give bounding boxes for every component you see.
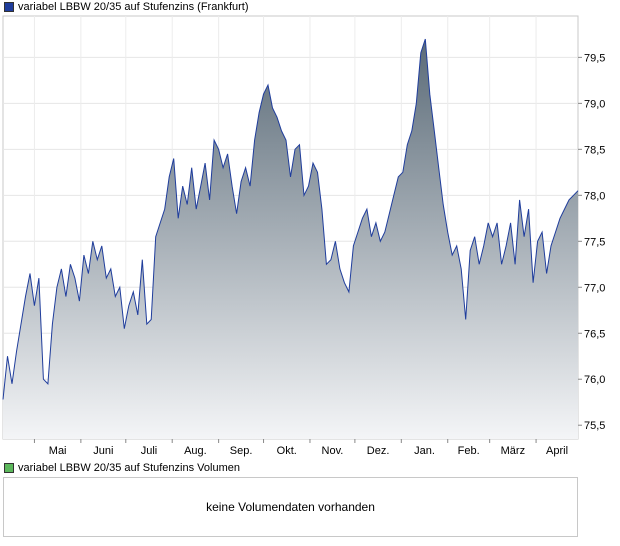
y-tick-label: 76,0 [584, 374, 605, 386]
x-tick-label: Mai [49, 445, 67, 457]
y-tick-label: 77,5 [584, 236, 605, 248]
price-area-fill [3, 39, 578, 439]
x-tick-label: Dez. [367, 445, 390, 457]
volume-chart-legend-label: variabel LBBW 20/35 auf Stufenzins Volum… [18, 462, 240, 474]
x-tick-label: Jan. [414, 445, 435, 457]
x-tick-label: April [546, 445, 568, 457]
y-tick-label: 79,5 [584, 52, 605, 64]
y-tick-label: 78,5 [584, 144, 605, 156]
x-tick-label: März [501, 445, 525, 457]
x-tick-label: Juni [93, 445, 113, 457]
volume-chart-legend: variabel LBBW 20/35 auf Stufenzins Volum… [4, 461, 240, 475]
x-tick-label: Sep. [230, 445, 253, 457]
x-tick-label: Nov. [322, 445, 344, 457]
x-tick-label: Okt. [277, 445, 297, 457]
y-tick-label: 77,0 [584, 282, 605, 294]
main-chart-legend: variabel LBBW 20/35 auf Stufenzins (Fran… [4, 0, 249, 14]
x-axis-ticks: Mai Juni Juli Aug. Sep. Okt. Nov. Dez. Jan. Feb. M… [33, 439, 568, 457]
y-tick-label: 78,0 [584, 190, 605, 202]
no-volume-message: keine Volumendaten vorhanden [206, 500, 375, 514]
price-series-line [2, 38, 579, 400]
y-tick-label: 76,5 [584, 328, 605, 340]
main-chart-legend-label: variabel LBBW 20/35 auf Stufenzins (Fran… [18, 1, 249, 13]
x-tick-label: Feb. [458, 445, 480, 457]
volume-panel: keine Volumendaten vorhanden [3, 477, 578, 537]
y-tick-label: 75,5 [584, 420, 605, 432]
price-series-swatch-icon [4, 2, 14, 12]
y-tick-label: 79,0 [584, 98, 605, 110]
x-tick-label: Juli [141, 445, 158, 457]
y-axis-ticks: 75,5 76,0 76,5 77,0 77,5 78,0 78,5 79,0 79,5 [578, 52, 605, 432]
x-tick-label: Aug. [184, 445, 207, 457]
volume-series-swatch-icon [4, 463, 14, 473]
